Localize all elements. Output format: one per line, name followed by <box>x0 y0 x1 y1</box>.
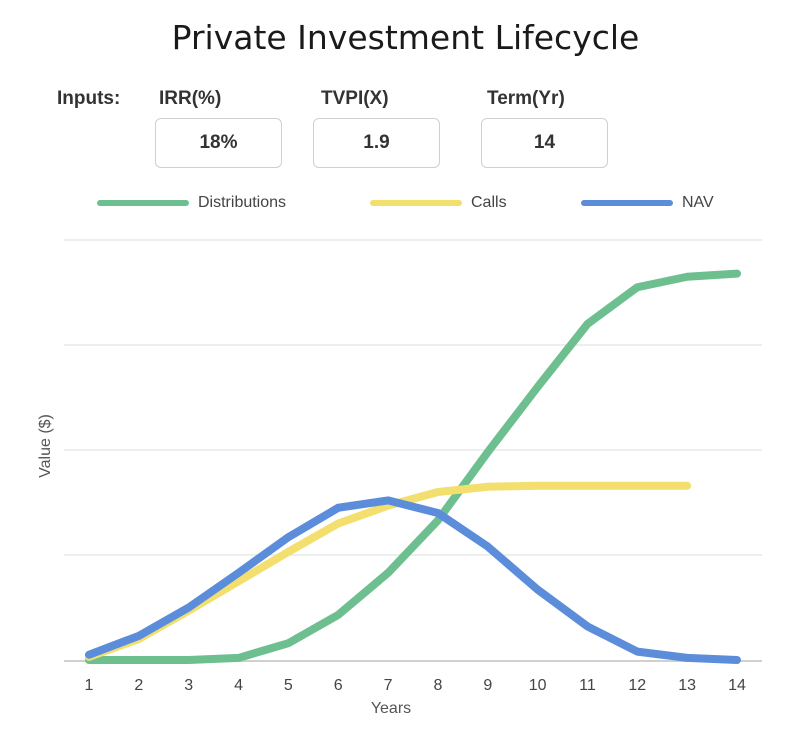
legend-label-nav: NAV <box>682 194 714 211</box>
tvpi-input[interactable]: 1.9 <box>313 118 440 168</box>
tvpi-label: TVPI(X) <box>321 88 389 109</box>
legend-item-calls: Calls <box>370 192 507 214</box>
x-tick-label: 12 <box>628 677 646 694</box>
legend-swatch-nav <box>581 200 673 206</box>
irr-input[interactable]: 18% <box>155 118 282 168</box>
legend-label-distributions: Distributions <box>198 194 287 211</box>
irr-label: IRR(%) <box>159 88 222 109</box>
x-axis-title: Years <box>371 700 411 717</box>
x-tick-label: 1 <box>85 677 94 694</box>
x-tick-label: 13 <box>678 677 696 694</box>
x-tick-label: 11 <box>579 677 596 694</box>
inputs-label: Inputs: <box>57 88 121 109</box>
chart-title: Private Investment Lifecycle <box>171 18 640 57</box>
x-tick-labels: 1 2 3 4 5 6 7 8 9 10 11 12 13 14 <box>85 677 746 694</box>
series-line-distributions <box>85 269 741 664</box>
x-tick-label: 10 <box>529 677 547 694</box>
legend-item-distributions: Distributions <box>97 192 286 214</box>
x-tick-label: 6 <box>334 677 343 694</box>
legend-item-nav: NAV <box>581 192 714 214</box>
x-tick-label: 5 <box>284 677 293 694</box>
y-axis-title: Value ($) <box>37 414 54 478</box>
term-label: Term(Yr) <box>487 88 565 109</box>
x-tick-label: 2 <box>134 677 143 694</box>
series-line-nav <box>85 496 741 664</box>
x-tick-label: 4 <box>234 677 243 694</box>
legend-label-calls: Calls <box>471 194 507 211</box>
grid-lines <box>64 239 762 662</box>
series-lines <box>85 269 741 664</box>
legend-swatch-calls <box>370 200 462 206</box>
x-tick-label: 8 <box>433 677 442 694</box>
x-tick-label: 14 <box>728 677 746 694</box>
term-input[interactable]: 14 <box>481 118 608 168</box>
x-tick-label: 9 <box>483 677 492 694</box>
x-tick-label: 7 <box>384 677 393 694</box>
legend-swatch-distributions <box>97 200 189 206</box>
x-tick-label: 3 <box>184 677 193 694</box>
